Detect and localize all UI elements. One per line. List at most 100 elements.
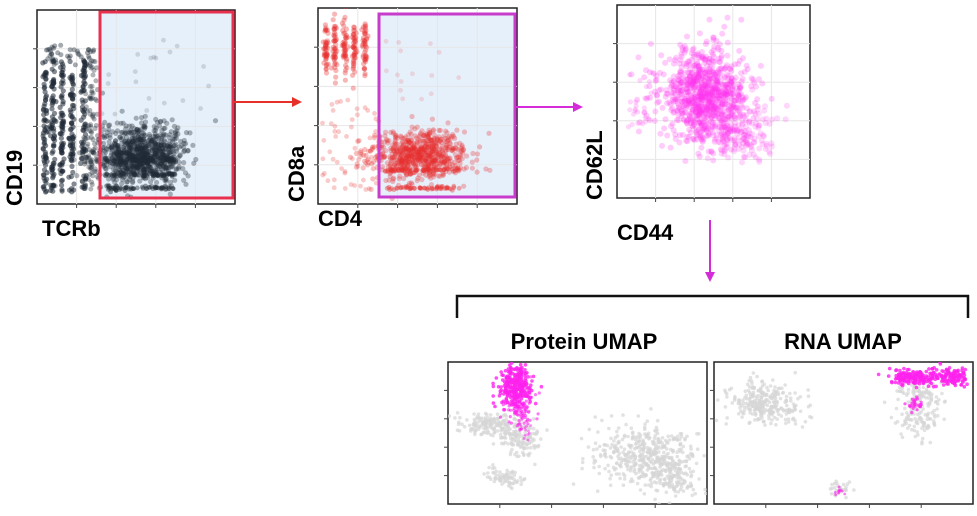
plot3-point [697,92,704,99]
plot1-point [139,115,145,121]
plot1-point [135,164,141,170]
plot3-point [739,104,746,111]
plot2-point [423,131,429,137]
plot2-point [397,156,403,162]
plot1-point [149,157,155,163]
plot1-point [82,159,88,165]
protein-umap-point [666,455,670,460]
plot3-point [715,139,722,145]
plot1-point [101,145,107,151]
plot2-point [323,47,329,53]
plot1-point [170,159,176,165]
plot2-point [433,144,439,150]
plot3-point [760,132,767,139]
plot3-point [676,87,683,94]
plot1-point [138,161,144,168]
plot2-point [409,144,415,151]
plot1-point [152,166,158,172]
plot3-point [705,148,712,155]
plot3-point [761,133,767,140]
plot2-point [398,79,404,84]
plot1-point [130,175,136,181]
plot3-point [681,97,688,104]
plot3-point [667,101,674,108]
plot2-point [428,160,434,166]
plot2-point [429,158,435,164]
plot3-point [695,63,702,70]
plot2-point [387,173,393,179]
plot2-point [391,175,397,181]
plot1-point [101,162,107,168]
plot1-point [136,127,142,133]
protein-umap-highlight-point [501,403,505,407]
plot1-point [143,183,148,189]
plot2-grid [318,8,517,204]
plot1-point [143,156,149,162]
plot1-point [154,152,160,158]
plot3-point [713,69,720,76]
plot3-point [694,101,700,108]
plot2-point [426,185,432,191]
plot2-point [421,167,427,173]
plot3-point [734,128,740,135]
plot3-point [685,99,692,105]
plot1-point [162,155,168,161]
plot2-point [425,167,431,173]
plot1-point [119,170,126,176]
protein-umap-point [628,444,632,448]
plot3-point [701,60,708,66]
plot2-point [342,53,348,60]
plot1-point [143,158,149,164]
plot2-point [339,166,344,172]
plot2-point [324,53,330,59]
plot2-point [385,169,391,175]
protein-umap-point [649,407,653,411]
plot1-point [135,152,141,158]
plot3-point [715,101,722,108]
plot2-point [323,42,329,48]
plot1-point [111,152,117,158]
plot2-point [428,159,434,165]
plot2-point [422,185,427,191]
plot1-point [151,154,157,160]
protein-umap-point [656,445,661,449]
plot2-point [415,146,422,152]
plot2-point [435,140,441,146]
plot2-point [336,129,341,135]
protein-umap-point [636,414,641,418]
protein-umap-point [506,442,510,446]
plot2-point [343,62,349,69]
plot2-point [388,160,394,166]
plot1-point [136,157,142,163]
plot3-point [708,118,715,125]
plot2-point [405,160,411,166]
plot1-point [42,97,49,103]
protein-umap-point [528,445,533,450]
protein-umap-point [638,488,643,492]
plot-tcrb-cd19: CD19 TCRb [2,9,236,241]
plot1-point [135,154,142,160]
plot3-point [688,100,695,107]
plot1-point [167,156,172,162]
protein-umap-point [608,483,613,488]
plot1-point [113,142,119,148]
plot1-point [115,154,121,161]
plot3-point [691,74,698,80]
plot3-point [694,116,701,123]
protein-umap-point [629,450,634,454]
protein-umap-point [647,436,651,441]
plot3-point [724,141,731,148]
plot1-point [131,169,137,175]
protein-umap-point [657,502,661,504]
plot1-point [133,163,139,169]
plot2-point [402,159,408,165]
plot2-point [351,35,357,41]
plot3-point [646,69,653,76]
plot2-point [419,152,425,158]
plot2-point [447,161,453,167]
plot3-point [717,139,724,146]
plot2-point [396,176,402,182]
protein-umap-highlight-point [502,384,507,388]
plot3-point [722,146,729,153]
plot3-point [738,16,745,23]
